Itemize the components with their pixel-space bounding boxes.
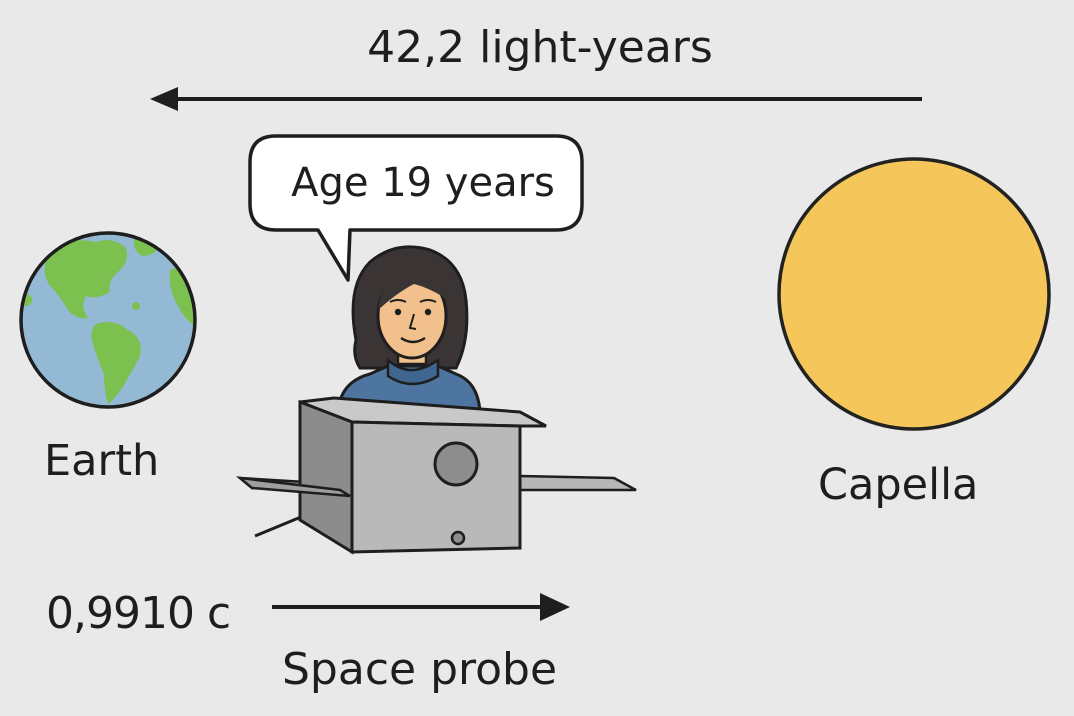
distance-label: 42,2 light-years (0, 26, 1074, 70)
speed-label: 0,9910 c (46, 592, 230, 636)
distance-arrow (150, 87, 922, 111)
age-label: Age 19 years (266, 163, 580, 203)
earth-label: Earth (44, 440, 159, 483)
space-probe-label: Space probe (282, 648, 557, 692)
capella-label: Capella (818, 464, 978, 507)
traveler-person-icon (338, 247, 480, 412)
velocity-arrow (272, 593, 570, 621)
space-probe-icon (240, 398, 636, 552)
distance-text: 42,2 light-years (367, 26, 713, 70)
earth-globe-icon (20, 233, 200, 407)
star-icon (779, 159, 1049, 429)
